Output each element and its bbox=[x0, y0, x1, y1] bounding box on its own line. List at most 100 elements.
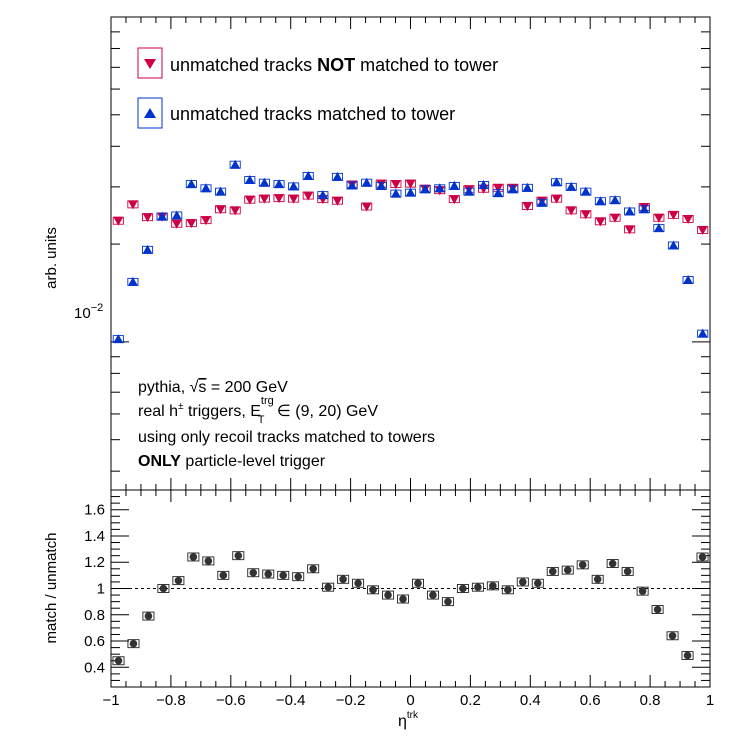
data-point bbox=[142, 213, 153, 223]
ratio-point bbox=[264, 570, 273, 578]
data-point bbox=[288, 181, 299, 191]
ratio-error-box bbox=[576, 560, 589, 570]
ratio-error-box bbox=[606, 559, 619, 568]
y-tick-label: 1 bbox=[97, 581, 105, 598]
data-point bbox=[288, 194, 299, 204]
ratio-point bbox=[399, 595, 407, 603]
ratio-point bbox=[653, 605, 662, 614]
ratio-point bbox=[354, 579, 362, 588]
x-tick-label: −0.4 bbox=[276, 692, 306, 709]
data-point bbox=[697, 225, 708, 235]
ratio-point bbox=[384, 591, 392, 599]
data-point bbox=[507, 184, 518, 194]
y-tick-label: 1.6 bbox=[84, 502, 105, 519]
ratio-point bbox=[698, 553, 707, 561]
data-point bbox=[186, 219, 197, 229]
data-point bbox=[434, 183, 445, 193]
ratio-point bbox=[249, 568, 258, 577]
bottom-panel: 0.4 0.6 0.8 1 1.2 1.4 1.6 −1 −0.8 −0.6 −0.4 −0.2 0 0.… bbox=[84, 489, 714, 709]
data-point bbox=[668, 210, 679, 220]
x-tick-label: 0 bbox=[406, 692, 414, 709]
data-point bbox=[200, 216, 211, 226]
data-point bbox=[463, 186, 474, 196]
ratio-point bbox=[189, 553, 198, 561]
x-tick-label: 1 bbox=[706, 692, 714, 709]
ratio-error-box bbox=[471, 582, 484, 592]
data-point bbox=[653, 223, 664, 233]
ratio-point bbox=[459, 584, 467, 593]
data-point bbox=[683, 275, 694, 285]
x-tick-label: 0.4 bbox=[520, 692, 541, 709]
data-point bbox=[244, 195, 255, 205]
data-point bbox=[493, 188, 504, 198]
ratio-point bbox=[309, 565, 317, 573]
data-point bbox=[610, 213, 621, 223]
ratio-point bbox=[279, 571, 288, 580]
data-point bbox=[230, 159, 241, 169]
annotation-line-2: real h± triggers, Etrg T ∈ (9, 20) GeV bbox=[138, 395, 378, 426]
ratio-error-box bbox=[142, 611, 155, 621]
ratio-error-box bbox=[561, 565, 574, 575]
data-point bbox=[610, 195, 621, 205]
top-y-tick-label: 10−2 bbox=[74, 302, 103, 322]
ratio-error-box bbox=[247, 568, 260, 578]
data-point bbox=[683, 214, 694, 224]
ratio-error-box bbox=[681, 651, 694, 660]
data-point bbox=[157, 211, 168, 221]
ratio-point bbox=[563, 566, 572, 574]
ratio-error-box bbox=[367, 585, 380, 595]
ratio-error-box bbox=[516, 577, 529, 587]
ratio-error-box bbox=[277, 570, 290, 580]
y-tick-label: 0.6 bbox=[84, 633, 105, 650]
data-point bbox=[274, 179, 285, 189]
data-point bbox=[624, 206, 635, 216]
x-tick-label: 0.2 bbox=[460, 692, 481, 709]
ratio-error-box bbox=[441, 597, 454, 607]
ratio-error-box bbox=[382, 590, 395, 600]
ratio-error-box bbox=[666, 631, 679, 641]
ratio-error-box bbox=[307, 564, 320, 574]
ratio-point bbox=[548, 567, 557, 576]
ratio-error-box bbox=[651, 605, 664, 614]
ratio-error-box bbox=[591, 574, 604, 584]
data-point bbox=[653, 213, 664, 223]
data-point bbox=[347, 180, 358, 190]
data-point bbox=[171, 210, 182, 220]
legend-entry-not-matched: unmatched tracks NOT matched to tower bbox=[137, 47, 498, 79]
ratio-point bbox=[294, 572, 302, 581]
ratio-error-box bbox=[501, 585, 514, 595]
ratio-point bbox=[414, 579, 422, 588]
data-point bbox=[376, 180, 387, 190]
bottom-frame bbox=[110, 489, 711, 688]
ratio-point bbox=[608, 559, 617, 568]
ratio-point bbox=[444, 597, 452, 606]
x-tick-label: −0.8 bbox=[156, 692, 186, 709]
data-point bbox=[566, 206, 577, 216]
ratio-point bbox=[129, 639, 138, 648]
ratio-point bbox=[219, 571, 228, 580]
data-point bbox=[332, 171, 343, 181]
ratio-point bbox=[114, 656, 123, 665]
ratio-error-box bbox=[232, 551, 245, 561]
ratio-point bbox=[489, 582, 497, 590]
legend: unmatched tracks NOT matched to tower un… bbox=[137, 47, 498, 129]
ratio-error-box bbox=[411, 578, 424, 588]
x-tick-label: 0.8 bbox=[640, 692, 661, 709]
data-point bbox=[390, 188, 401, 198]
data-point bbox=[200, 183, 211, 193]
data-point bbox=[317, 190, 328, 200]
ratio-point bbox=[519, 578, 527, 586]
data-point bbox=[171, 219, 182, 229]
ratio-error-box bbox=[546, 566, 559, 576]
data-point bbox=[449, 195, 460, 205]
data-point bbox=[274, 194, 285, 204]
data-point bbox=[405, 187, 416, 197]
data-point bbox=[551, 194, 562, 204]
x-tick-label: 0.6 bbox=[580, 692, 601, 709]
ratio-point bbox=[474, 583, 482, 591]
y-tick-label: 0.8 bbox=[84, 607, 105, 624]
ratio-point bbox=[623, 567, 632, 576]
ratio-error-box bbox=[127, 639, 140, 649]
data-point bbox=[332, 196, 343, 206]
triangle-down-icon bbox=[144, 59, 156, 69]
